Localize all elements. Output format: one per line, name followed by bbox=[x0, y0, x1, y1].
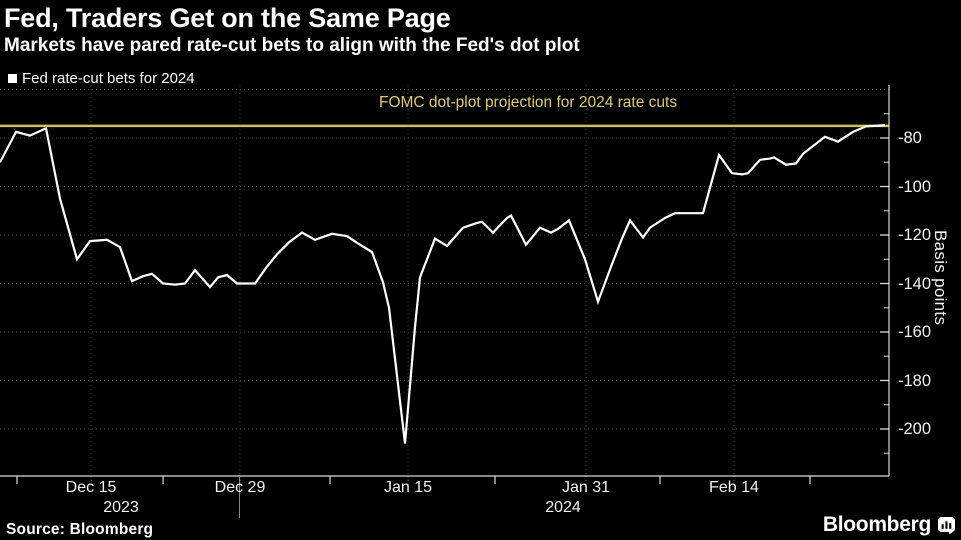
y-tick-label: -80 bbox=[898, 129, 922, 147]
source-label: Source: Bloomberg bbox=[6, 521, 154, 538]
legend: Fed rate-cut bets for 2024 bbox=[8, 70, 195, 87]
page-subtitle: Markets have pared rate-cut bets to alig… bbox=[4, 35, 580, 56]
x-tick-label: Feb 14 bbox=[709, 479, 759, 496]
fomc-projection-annotation: FOMC dot-plot projection for 2024 rate c… bbox=[379, 94, 678, 111]
bloomberg-logo-text: Bloomberg bbox=[822, 513, 931, 536]
y-tick-label: -100 bbox=[898, 177, 932, 196]
y-tick-label: -200 bbox=[898, 420, 932, 438]
x-tick-label: Jan 15 bbox=[384, 479, 433, 496]
y-tick-label: -140 bbox=[898, 274, 932, 293]
y-tick-label: -120 bbox=[898, 226, 932, 244]
x-tick-label: Dec 29 bbox=[214, 479, 266, 496]
page-title: Fed, Traders Get on the Same Page bbox=[4, 3, 451, 33]
legend-label: Fed rate-cut bets for 2024 bbox=[22, 70, 195, 87]
legend-swatch-icon bbox=[8, 74, 17, 83]
rate-cut-bets-line bbox=[0, 124, 886, 444]
x-year-label: 2023 bbox=[103, 499, 139, 516]
bar-chart-icon bbox=[938, 516, 955, 534]
y-axis-title: Basis points bbox=[931, 230, 950, 326]
x-tick-label: Jan 31 bbox=[561, 479, 611, 496]
x-year-label: 2024 bbox=[545, 499, 581, 516]
bloomberg-logo: Bloomberg bbox=[823, 513, 955, 537]
y-tick-label: -160 bbox=[898, 323, 932, 341]
x-tick-label: Dec 15 bbox=[65, 479, 117, 496]
y-tick-label: -180 bbox=[898, 371, 932, 390]
